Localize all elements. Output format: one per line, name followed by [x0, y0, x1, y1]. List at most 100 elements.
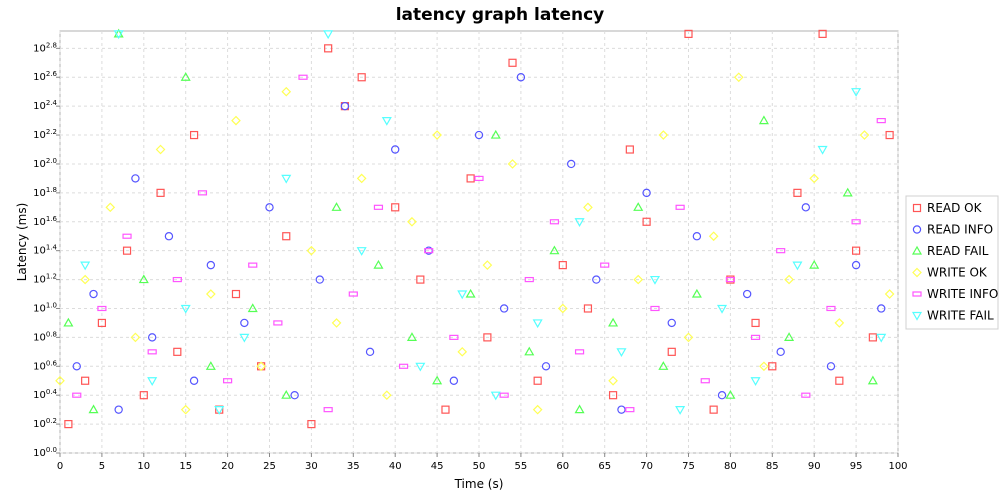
data-point — [441, 405, 450, 414]
chart-title: latency graph latency — [396, 5, 605, 25]
data-point — [750, 334, 761, 340]
data-point — [483, 333, 492, 342]
data-point — [541, 362, 551, 371]
data-point — [876, 333, 887, 343]
data-point — [608, 391, 618, 400]
data-point — [189, 130, 199, 140]
y-tick-label: 102.4 — [33, 99, 57, 112]
data-point — [72, 392, 82, 398]
data-point — [716, 304, 728, 314]
data-point — [507, 159, 518, 169]
data-point — [331, 202, 342, 211]
x-tick-label: 25 — [263, 461, 276, 472]
y-tick-label: 101.2 — [33, 273, 57, 286]
data-point — [851, 246, 861, 255]
data-point — [189, 376, 199, 385]
data-point — [700, 378, 710, 384]
data-point — [97, 318, 107, 328]
data-point — [826, 362, 836, 371]
x-tick-label: 35 — [347, 461, 360, 472]
data-point — [750, 377, 761, 386]
x-tick-label: 40 — [389, 461, 402, 472]
data-point — [381, 117, 392, 126]
data-point — [885, 130, 894, 140]
x-tick-label: 0 — [57, 461, 63, 472]
data-point — [173, 347, 182, 356]
data-point — [851, 260, 861, 270]
legend-marker — [912, 203, 922, 213]
data-point — [398, 363, 409, 369]
data-point — [583, 202, 593, 213]
data-point — [282, 232, 291, 241]
x-tick-label: 65 — [598, 461, 611, 472]
data-point — [114, 405, 123, 414]
data-point — [532, 319, 543, 329]
data-point — [97, 305, 107, 312]
y-tick-label: 102.8 — [33, 41, 57, 54]
legend-marker — [912, 225, 922, 234]
legend-label: WRITE OK — [927, 266, 988, 280]
y-tick-label: 101.0 — [33, 301, 57, 314]
data-point — [835, 376, 844, 385]
data-point — [758, 115, 769, 125]
data-point — [776, 347, 785, 357]
data-point — [851, 88, 862, 97]
x-tick-label: 20 — [221, 461, 234, 472]
data-point — [449, 376, 459, 385]
data-point — [205, 289, 216, 299]
data-point — [180, 404, 191, 415]
data-point — [617, 405, 626, 414]
data-point — [675, 204, 685, 210]
data-point — [80, 274, 90, 285]
data-point — [223, 378, 233, 384]
x-tick-label: 55 — [515, 461, 528, 472]
data-point — [717, 390, 727, 400]
data-point — [281, 86, 292, 97]
data-point — [147, 349, 157, 355]
data-point — [113, 30, 124, 40]
data-point — [692, 232, 702, 241]
data-point — [416, 275, 425, 284]
data-point — [625, 407, 635, 413]
data-point — [708, 231, 719, 242]
data-point — [391, 145, 400, 154]
legend: READ OK READ INFO READ FAIL WRITE OK WRITE I… — [905, 195, 999, 330]
data-point — [524, 276, 534, 283]
data-point — [574, 349, 585, 355]
data-point — [206, 260, 216, 270]
data-point — [156, 188, 165, 197]
data-point — [89, 289, 98, 299]
data-point — [356, 173, 367, 184]
y-tick-label: 101.6 — [33, 215, 57, 228]
data-point — [524, 346, 535, 356]
y-tick-label: 102.2 — [33, 128, 57, 141]
data-point — [105, 202, 116, 213]
data-point — [650, 305, 660, 312]
y-tick-label: 101.8 — [33, 186, 57, 199]
data-point — [348, 291, 358, 297]
data-point — [667, 318, 676, 328]
data-point — [633, 202, 644, 211]
legend-marker — [911, 311, 923, 321]
data-point — [842, 187, 853, 197]
x-tick-label: 10 — [137, 461, 150, 472]
data-point — [122, 233, 132, 239]
y-tick-label: 100.8 — [33, 330, 57, 343]
data-point — [72, 362, 81, 371]
x-tick-label: 80 — [724, 461, 737, 472]
data-point — [281, 174, 292, 184]
x-tick-label: 5 — [99, 461, 105, 472]
data-point — [776, 248, 786, 254]
x-tick-label: 70 — [640, 461, 653, 472]
data-point — [801, 203, 811, 212]
data-point — [306, 245, 317, 256]
data-point — [205, 361, 216, 370]
data-point — [331, 318, 342, 328]
data-point — [532, 404, 543, 415]
data-point — [239, 333, 250, 343]
series-write-ok — [55, 72, 895, 415]
data-point — [826, 305, 836, 312]
data-point — [357, 73, 366, 82]
data-point — [490, 391, 501, 401]
